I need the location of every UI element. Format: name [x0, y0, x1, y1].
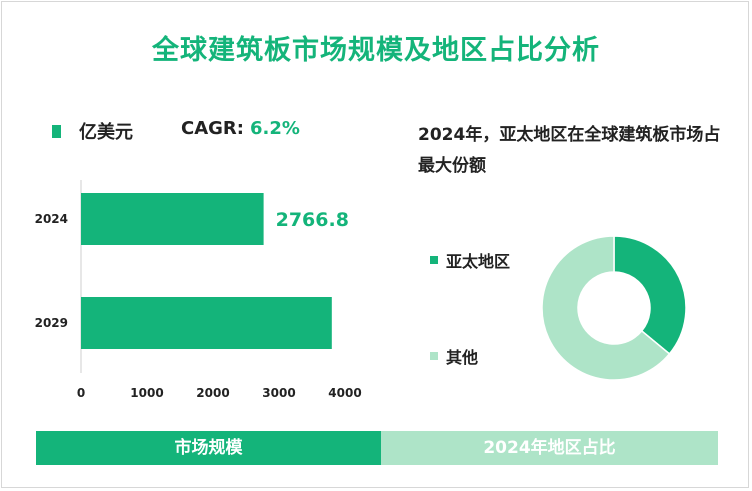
y-tick-label: 2024 [35, 212, 68, 226]
donut-chart [541, 235, 687, 381]
pie-legend-item-other: 其他 [430, 344, 478, 368]
bar-2024 [81, 193, 264, 245]
x-tick-label: 4000 [328, 386, 361, 400]
data-label: 2766.8 [276, 209, 349, 231]
legend-label: 亿美元 [79, 122, 133, 143]
cagr-text: CAGR: 6.2% [181, 118, 300, 139]
bar-2029 [81, 297, 332, 349]
x-tick-label: 0 [77, 386, 85, 400]
x-tick-label: 1000 [130, 386, 163, 400]
tab-region-share[interactable]: 2024年地区占比 [381, 431, 718, 465]
y-tick-label: 2029 [35, 316, 68, 330]
bar-chart: 2024 2766.8 2029 0 1000 2000 3000 4000 [35, 180, 362, 400]
x-tick-label: 3000 [262, 386, 295, 400]
legend-swatch-other [430, 352, 438, 360]
legend-swatch-asia [430, 256, 438, 264]
donut-slice-other [541, 235, 671, 381]
donut-slice-asia [613, 235, 687, 355]
pie-title: 2024年，亚太地区在全球建筑板市场占最大份额 [418, 125, 721, 176]
pie-legend-item-asia: 亚太地区 [430, 248, 510, 272]
cagr-value: 6.2% [249, 118, 300, 139]
tab-market-size[interactable]: 市场规模 [36, 431, 381, 465]
legend-swatch [52, 124, 61, 138]
cagr-label: CAGR: [181, 118, 244, 139]
bar-legend: 亿美元 [52, 118, 133, 144]
x-tick-label: 2000 [196, 386, 229, 400]
pie-legend-label-asia: 亚太地区 [446, 252, 511, 271]
pie-legend-label-other: 其他 [446, 348, 479, 367]
page-title: 全球建筑板市场规模及地区占比分析 [152, 35, 600, 66]
